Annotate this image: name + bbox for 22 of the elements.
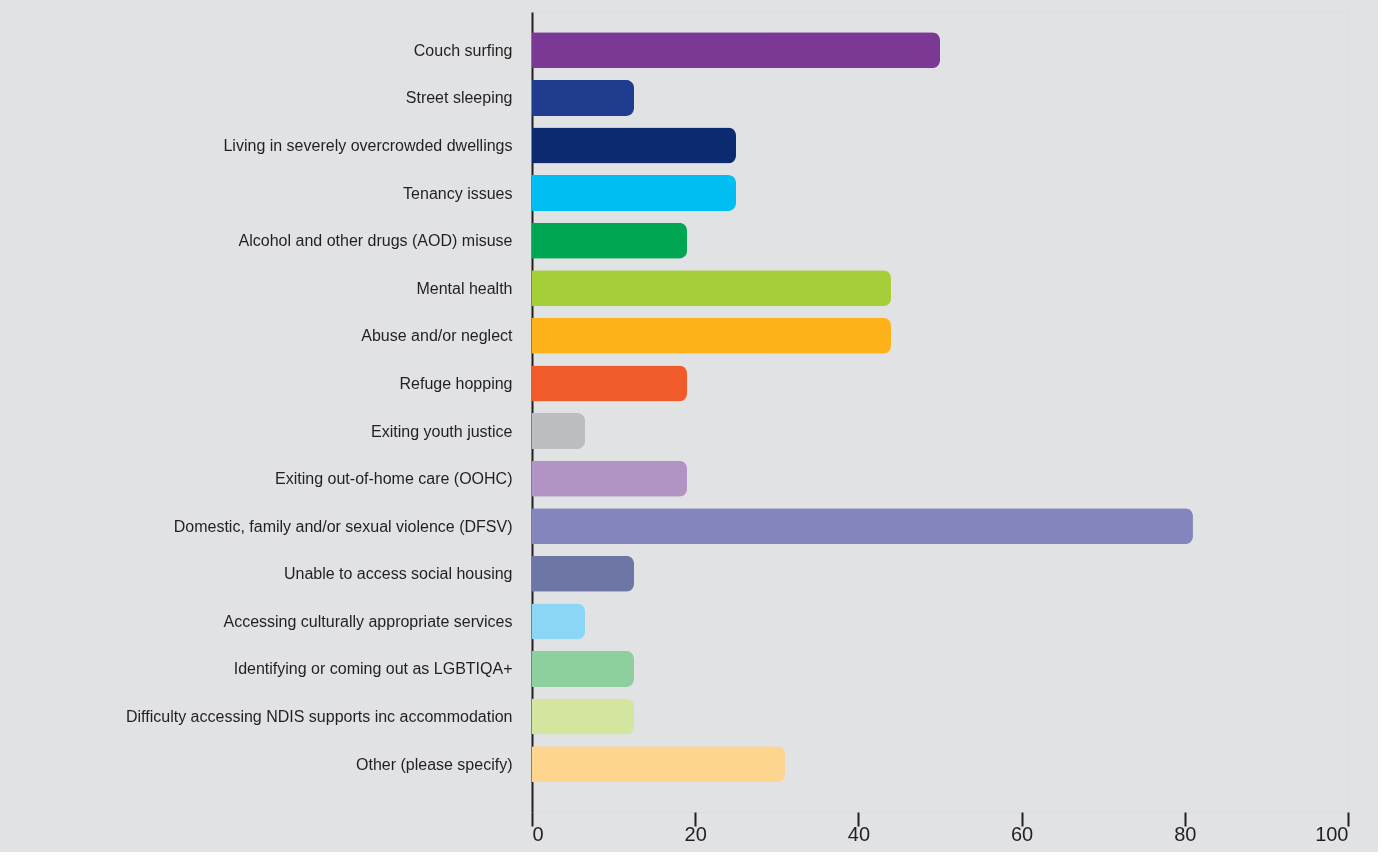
y-tick-label: Other (please specify)	[355, 755, 513, 773]
y-tick-label: Refuge hopping	[399, 374, 513, 392]
y-tick-label: Street sleeping	[405, 89, 513, 107]
y-tick-label: Alcohol and other drugs (AOD) misuse	[238, 232, 513, 250]
y-tick-label: Accessing culturally appropriate services	[223, 612, 513, 630]
y-tick-label: Abuse and/or neglect	[361, 327, 514, 345]
x-tick-label: 40	[847, 822, 871, 845]
x-tick-label: 20	[684, 822, 707, 845]
y-tick-label: Tenancy issues	[403, 184, 513, 202]
y-tick-label: Identifying or coming out as LGBTIQA+	[233, 660, 513, 678]
y-tick-label: Exiting out-of-home care (OOHC)	[275, 470, 513, 488]
y-tick-label: Unable to access social housing	[283, 565, 513, 583]
y-tick-label: Mental health	[416, 279, 513, 297]
x-tick-label: 0	[532, 822, 544, 845]
y-tick-label: Couch surfing	[413, 41, 513, 59]
x-tick-label: 80	[1174, 822, 1197, 845]
y-tick-label: Exiting youth justice	[371, 422, 513, 440]
x-tick-label: 60	[1010, 822, 1034, 845]
y-tick-label: Difficulty accessing NDIS supports inc accommodation	[125, 708, 513, 726]
y-tick-label: Living in severely overcrowded dwellings	[223, 136, 513, 154]
x-tick-label: 100	[1315, 822, 1349, 845]
y-tick-label: Domestic, family and/or sexual violence (DFSV)	[173, 517, 513, 535]
